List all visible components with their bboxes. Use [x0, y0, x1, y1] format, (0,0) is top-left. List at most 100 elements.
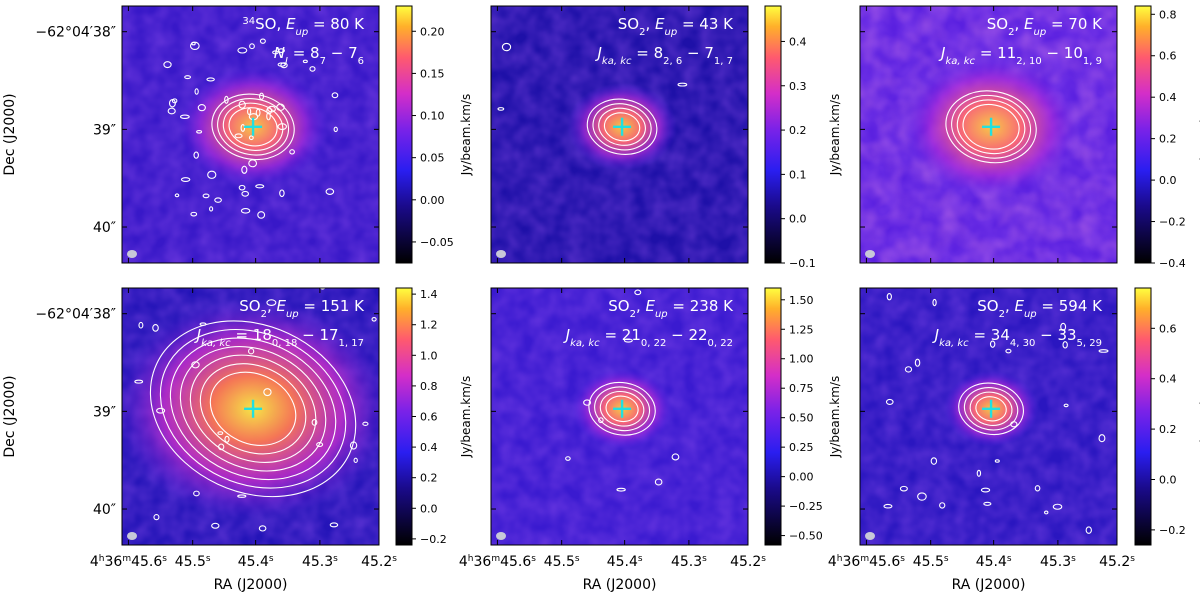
- ra-tick-label: 45.3s: [302, 554, 338, 570]
- colorbar-tick-label: −0.25: [789, 500, 823, 513]
- beam-ellipse: [127, 532, 137, 540]
- beam-ellipse: [865, 532, 875, 540]
- colorbar-tick-label: 0.6: [1159, 322, 1177, 335]
- ra-tick-label: 4h36m45.6s: [459, 554, 536, 570]
- emission-map: [860, 288, 1117, 545]
- ra-tick-label: 45.2s: [1099, 554, 1135, 570]
- ra-tick-label: 45.5s: [913, 554, 949, 570]
- colorbar-tick-label: −0.2: [1159, 524, 1186, 537]
- ra-tick-label: 4h36m45.6s: [828, 554, 905, 570]
- ra-tick-label: 45.4s: [607, 554, 643, 570]
- ra-axis-label: RA (J2000): [952, 577, 1026, 593]
- axis-ticks: [491, 288, 749, 545]
- panel-title-species: SO2, Eup = 238 K: [608, 297, 734, 320]
- colorbar-tick-label: 0.6: [1159, 50, 1177, 63]
- dec-axis-label: Dec (J2000): [2, 93, 18, 175]
- ra-tick-label: 45.2s: [730, 554, 766, 570]
- colorbar-label: Jy/beam.km/s: [1198, 94, 1200, 176]
- plot-frame: [859, 5, 1118, 264]
- colorbar-tick-label: −0.2: [1159, 216, 1186, 229]
- colorbar-tick-label: 1.2: [420, 319, 438, 332]
- axis-ticks: [860, 288, 1118, 545]
- panel-title-transition: Jka, kc = 344, 30 − 335, 29: [932, 326, 1102, 349]
- colorbar: 0.8 0.6 0.4 0.2 0.0 −0.2 −0.4 Jy/beam.km/s: [1134, 5, 1200, 270]
- axis-ticks: [491, 6, 749, 263]
- source-position-marker: [982, 117, 1001, 136]
- colorbar-label: Jy/beam.km/s: [828, 94, 842, 176]
- panel-p5: SO2, Eup = 238 K Jka, kc = 210, 22 − 220,…: [459, 287, 842, 593]
- panel-title-transition: Jka, kc = 210, 22 − 220, 22: [563, 326, 733, 349]
- panel-p3: SO2, Eup = 70 K Jka, kc = 112, 10 − 101, …: [859, 5, 1200, 270]
- ra-axis-label: RA (J2000): [214, 577, 288, 593]
- colorbar-tick-label: 0.00: [789, 471, 814, 484]
- colorbar-tick-label: 0.4: [420, 441, 438, 454]
- colorbar-tick-label: 0.2: [420, 472, 438, 485]
- source-position-marker: [613, 117, 632, 136]
- colorbar-tick-label: 1.0: [420, 349, 438, 362]
- panel-title-species: SO2, Eup = 70 K: [987, 15, 1103, 38]
- source-position-marker: [613, 399, 632, 418]
- colorbar-tick-label: 0.0: [789, 213, 807, 226]
- panel-title-species: SO2, Eup = 594 K: [977, 297, 1103, 320]
- axis-ticks: [122, 6, 380, 263]
- colorbar-tick-label: 1.25: [789, 323, 814, 336]
- colorbar-tick-label: 0.2: [1159, 423, 1177, 436]
- panel-title-transition: NJ = 87 − 76: [274, 44, 364, 67]
- beam-ellipse: [496, 250, 506, 258]
- colorbar-tick-label: −0.05: [420, 236, 454, 249]
- beam-ellipse: [496, 532, 506, 540]
- emission-map: [860, 6, 1117, 263]
- colorbar: 0.4 0.3 0.2 0.1 0.0 −0.1 Jy/beam.km/s: [764, 5, 842, 270]
- colorbar-tick-label: 1.4: [420, 288, 438, 301]
- colorbar-tick-label: 0.4: [1159, 373, 1177, 386]
- ra-tick-label: 45.3s: [1040, 554, 1076, 570]
- dec-tick-label: −62°04′38″: [35, 25, 116, 41]
- contour-lines: [163, 38, 339, 219]
- colorbar: 1.50 1.25 1.00 0.75 0.50 0.25 0.00 −0.25 −0.50 Jy…: [764, 287, 842, 546]
- colorbar-tick-label: −0.1: [789, 257, 816, 270]
- source-position-marker: [982, 399, 1001, 418]
- panel-title-species: 34SO, Eup = 80 K: [242, 15, 365, 38]
- colorbar-tick-label: 0.2: [789, 124, 807, 137]
- colorbar-tick-label: 0.75: [789, 382, 814, 395]
- panel-title-transition: Jka, kc = 180, 18 − 171, 17: [194, 326, 364, 349]
- colorbar-tick-label: 0.4: [1159, 91, 1177, 104]
- colorbar-label: Jy/beam.km/s: [828, 376, 842, 458]
- colorbar-tick-label: 1.50: [789, 294, 814, 307]
- dec-tick-label: 40″: [93, 220, 116, 236]
- ra-axis-label: RA (J2000): [583, 577, 657, 593]
- colorbar-tick-label: 0.00: [420, 194, 445, 207]
- panel-p2: SO2, Eup = 43 K Jka, kc = 82, 6 − 71, 7 0.…: [490, 5, 842, 270]
- colorbar-tick-label: 0.05: [420, 152, 445, 165]
- colorbar-tick-label: 0.10: [420, 110, 445, 123]
- colorbar-tick-label: −0.2: [420, 533, 447, 546]
- colorbar-tick-label: 0.25: [789, 441, 814, 454]
- dec-tick-label: 39″: [93, 122, 116, 138]
- panel-p4: SO2, Eup = 151 K Jka, kc = 180, 18 − 171,…: [2, 287, 473, 593]
- colorbar-label: Jy/beam.km/s: [459, 94, 473, 176]
- source-position-marker: [244, 399, 263, 418]
- ra-tick-label: 4h36m45.6s: [90, 554, 167, 570]
- plot-frame: [490, 287, 749, 546]
- panel-title-species: SO2, Eup = 151 K: [239, 297, 365, 320]
- colorbar-tick-label: 0.0: [1159, 174, 1177, 187]
- panel-p1: 34SO, Eup = 80 K NJ = 87 − 76 0.20 0.15 0.10…: [2, 5, 473, 264]
- ra-tick-label: 45.2s: [361, 554, 397, 570]
- contour-lines: [497, 42, 688, 155]
- colorbar: 1.4 1.2 1.0 0.8 0.6 0.4 0.2 0.0 −0.2 Jy/beam.km/s: [395, 287, 473, 546]
- colorbar-tick-label: 0.50: [789, 412, 814, 425]
- emission-map: [491, 6, 748, 263]
- panel-title-species: SO2, Eup = 43 K: [618, 15, 734, 38]
- beam-ellipse: [865, 250, 875, 258]
- plot-frame: [121, 5, 380, 264]
- colorbar-tick-label: 0.4: [789, 35, 807, 48]
- source-position-marker: [244, 117, 263, 136]
- dec-tick-label: −62°04′38″: [35, 307, 116, 323]
- colorbar-tick-label: 0.8: [420, 380, 438, 393]
- colorbar-tick-label: 0.3: [789, 80, 807, 93]
- colorbar-tick-label: 0.1: [789, 168, 807, 181]
- panel-title-transition: Jka, kc = 82, 6 − 71, 7: [594, 44, 733, 67]
- colorbar-tick-label: 0.0: [1159, 473, 1177, 486]
- colorbar: 0.6 0.4 0.2 0.0 −0.2 Jy/beam.km/s: [1134, 287, 1200, 546]
